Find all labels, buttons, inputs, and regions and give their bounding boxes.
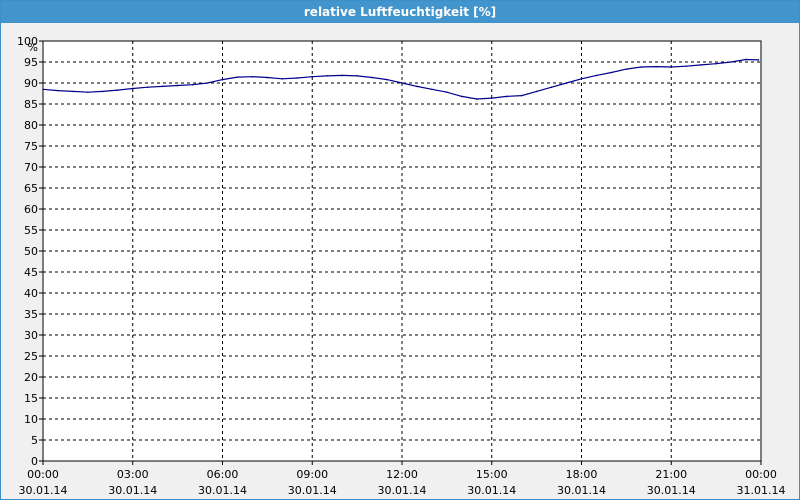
y-tick-label: 95 [24, 56, 38, 69]
y-tick-label: 10 [24, 413, 38, 426]
data-point [670, 66, 673, 68]
x-tick-time: 12:00 [386, 468, 418, 481]
y-tick-label: 35 [24, 308, 38, 321]
data-point [595, 74, 598, 77]
y-axis-ticks: 0 5 10 15 20 25 30 35 40 45 50 55 60 65 70 75 80 85 90 95 10… [17, 35, 43, 468]
x-tick-date: 30.01.14 [378, 484, 427, 497]
x-tick-date: 30.01.14 [19, 484, 68, 497]
data-point [42, 88, 44, 91]
x-tick-time: 00:00 [27, 468, 59, 481]
data-point [102, 90, 104, 93]
data-point [535, 90, 538, 93]
y-axis-label: % [28, 41, 38, 54]
y-tick-label: 40 [24, 287, 38, 300]
window-title: relative Luftfeuchtigkeit [%] [1, 1, 799, 23]
grid-lines [43, 41, 761, 461]
data-point [685, 65, 688, 67]
y-tick-label: 45 [24, 266, 38, 279]
x-tick-date: 30.01.14 [198, 484, 247, 497]
data-point [745, 58, 747, 61]
x-tick-date: 30.01.14 [467, 484, 516, 497]
x-tick-date: 30.01.14 [647, 484, 696, 497]
data-point [72, 90, 74, 93]
data-point [446, 91, 448, 94]
y-tick-label: 80 [24, 119, 38, 132]
data-point [116, 89, 119, 91]
y-tick-label: 70 [24, 161, 38, 174]
y-tick-label: 75 [24, 140, 38, 153]
data-point [550, 86, 553, 88]
data-point [236, 76, 239, 78]
data-point [700, 64, 702, 66]
data-point [251, 75, 254, 78]
data-point [490, 97, 493, 99]
data-point [191, 83, 194, 86]
x-tick-date: 30.01.14 [288, 484, 337, 497]
y-tick-label: 25 [24, 350, 38, 363]
data-point [715, 62, 717, 65]
data-point [475, 98, 478, 100]
y-tick-label: 65 [24, 182, 38, 195]
data-point [176, 84, 179, 87]
data-point [730, 61, 732, 63]
data-point [131, 87, 134, 90]
x-tick-time: 15:00 [476, 468, 508, 481]
y-tick-label: 55 [24, 224, 38, 237]
data-point [266, 76, 269, 79]
data-point [520, 94, 523, 97]
x-tick-time: 00:00 [745, 468, 777, 481]
data-point [625, 68, 628, 70]
x-tick-time: 21:00 [655, 468, 687, 481]
data-point [386, 78, 388, 81]
x-axis-ticks: 00:00 30.01.14 03:00 30.01.14 06:00 30.01.14 0… [19, 461, 786, 497]
data-point [161, 85, 164, 88]
y-tick-label: 90 [24, 77, 38, 90]
data-point [57, 89, 59, 92]
x-tick-date: 31.01.14 [737, 484, 786, 497]
y-tick-label: 30 [24, 329, 38, 342]
x-tick-time: 03:00 [117, 468, 149, 481]
data-point [565, 82, 568, 84]
data-point [87, 91, 89, 94]
series-group [42, 58, 760, 100]
data-point [326, 75, 329, 77]
data-point [416, 85, 418, 88]
x-tick-time: 09:00 [296, 468, 328, 481]
data-point [401, 82, 403, 84]
y-tick-label: 85 [24, 98, 38, 111]
data-point [640, 66, 643, 68]
data-point [610, 71, 613, 74]
data-point [146, 86, 149, 88]
data-point [655, 65, 658, 68]
data-point [206, 82, 209, 84]
y-tick-label: 5 [31, 434, 38, 447]
data-point [431, 88, 433, 91]
x-tick-time: 18:00 [566, 468, 598, 481]
y-tick-label: 0 [31, 455, 38, 468]
y-tick-label: 100 [17, 35, 38, 48]
y-tick-label: 50 [24, 245, 38, 258]
y-tick-label: 15 [24, 392, 38, 405]
x-tick-date: 30.01.14 [108, 484, 157, 497]
humidity-chart: 0 5 10 15 20 25 30 35 40 45 50 55 60 65 70 75 80 85 90 95 10… [17, 35, 786, 497]
y-tick-label: 60 [24, 203, 38, 216]
x-tick-date: 30.01.14 [557, 484, 606, 497]
data-point [281, 78, 284, 80]
data-point [461, 95, 463, 98]
x-tick-time: 06:00 [207, 468, 239, 481]
y-tick-label: 20 [24, 371, 38, 384]
data-point [296, 77, 299, 79]
data-point [580, 78, 583, 80]
data-point [371, 76, 373, 79]
data-point [311, 75, 314, 78]
data-point [757, 59, 760, 61]
data-point [505, 95, 508, 98]
data-point [356, 75, 358, 77]
data-point [341, 74, 343, 77]
data-point [221, 78, 224, 81]
